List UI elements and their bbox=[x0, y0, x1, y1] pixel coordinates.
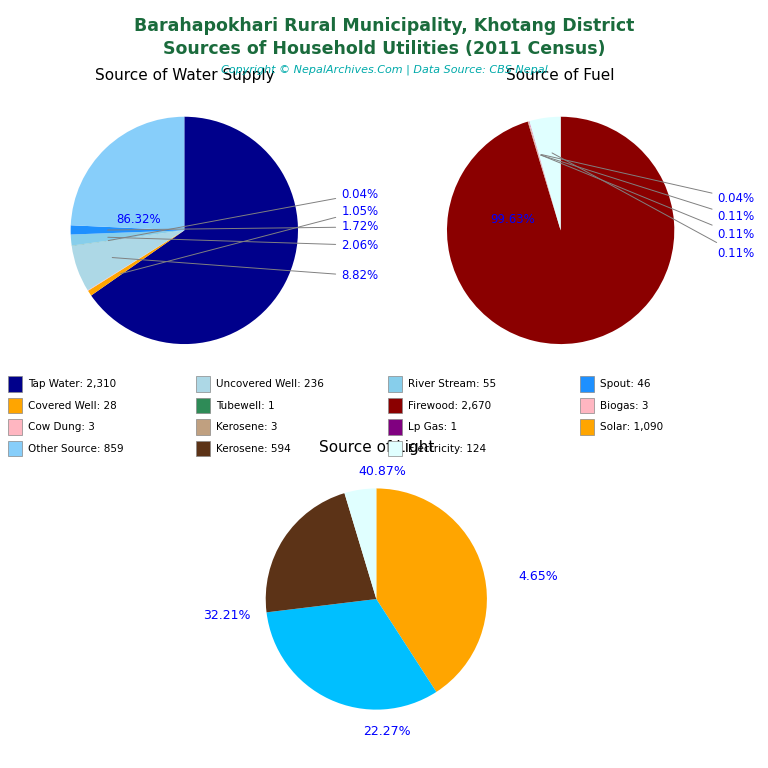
Wedge shape bbox=[88, 230, 184, 291]
Text: 0.11%: 0.11% bbox=[552, 153, 755, 260]
Text: 86.32%: 86.32% bbox=[117, 213, 161, 226]
Wedge shape bbox=[529, 121, 561, 230]
Title: Source of Fuel: Source of Fuel bbox=[506, 68, 615, 83]
Text: 22.27%: 22.27% bbox=[363, 725, 411, 738]
Text: Covered Well: 28: Covered Well: 28 bbox=[28, 400, 117, 411]
Text: Spout: 46: Spout: 46 bbox=[600, 379, 650, 389]
Title: Source of Water Supply: Source of Water Supply bbox=[94, 68, 274, 83]
Wedge shape bbox=[88, 230, 184, 296]
Text: 0.11%: 0.11% bbox=[541, 155, 755, 223]
Text: Lp Gas: 1: Lp Gas: 1 bbox=[408, 422, 457, 432]
Text: 40.87%: 40.87% bbox=[358, 465, 406, 478]
Wedge shape bbox=[528, 121, 561, 230]
Text: 32.21%: 32.21% bbox=[204, 609, 251, 622]
Text: Sources of Household Utilities (2011 Census): Sources of Household Utilities (2011 Cen… bbox=[163, 40, 605, 58]
Text: 2.06%: 2.06% bbox=[108, 237, 379, 252]
Title: Source of Light: Source of Light bbox=[319, 441, 434, 455]
Text: 4.65%: 4.65% bbox=[518, 571, 558, 584]
Text: Kerosene: 594: Kerosene: 594 bbox=[216, 443, 290, 454]
Text: 8.82%: 8.82% bbox=[112, 257, 379, 283]
Text: 1.05%: 1.05% bbox=[121, 204, 379, 273]
Wedge shape bbox=[447, 117, 674, 344]
Text: Electricity: 124: Electricity: 124 bbox=[408, 443, 486, 454]
Text: Firewood: 2,670: Firewood: 2,670 bbox=[408, 400, 491, 411]
Text: Other Source: 859: Other Source: 859 bbox=[28, 443, 124, 454]
Text: 99.63%: 99.63% bbox=[491, 213, 535, 226]
Text: 0.11%: 0.11% bbox=[541, 155, 755, 241]
Text: Tubewell: 1: Tubewell: 1 bbox=[216, 400, 274, 411]
Text: 0.04%: 0.04% bbox=[108, 187, 379, 240]
Text: Copyright © NepalArchives.Com | Data Source: CBS Nepal: Copyright © NepalArchives.Com | Data Sou… bbox=[220, 65, 548, 75]
Text: Cow Dung: 3: Cow Dung: 3 bbox=[28, 422, 94, 432]
Wedge shape bbox=[376, 488, 487, 692]
Wedge shape bbox=[266, 493, 376, 612]
Wedge shape bbox=[266, 599, 436, 710]
Text: 1.72%: 1.72% bbox=[108, 220, 379, 233]
Wedge shape bbox=[71, 225, 184, 234]
Text: Solar: 1,090: Solar: 1,090 bbox=[600, 422, 663, 432]
Wedge shape bbox=[529, 117, 561, 230]
Wedge shape bbox=[71, 230, 184, 246]
Text: River Stream: 55: River Stream: 55 bbox=[408, 379, 496, 389]
Text: Tap Water: 2,310: Tap Water: 2,310 bbox=[28, 379, 116, 389]
Text: Biogas: 3: Biogas: 3 bbox=[600, 400, 648, 411]
Text: Barahapokhari Rural Municipality, Khotang District: Barahapokhari Rural Municipality, Khotan… bbox=[134, 17, 634, 35]
Text: 0.04%: 0.04% bbox=[541, 154, 755, 205]
Wedge shape bbox=[91, 117, 298, 344]
Text: Kerosene: 3: Kerosene: 3 bbox=[216, 422, 277, 432]
Wedge shape bbox=[345, 488, 376, 599]
Wedge shape bbox=[71, 117, 184, 230]
Text: Uncovered Well: 236: Uncovered Well: 236 bbox=[216, 379, 323, 389]
Wedge shape bbox=[71, 230, 184, 290]
Wedge shape bbox=[71, 230, 184, 246]
Wedge shape bbox=[528, 121, 561, 230]
